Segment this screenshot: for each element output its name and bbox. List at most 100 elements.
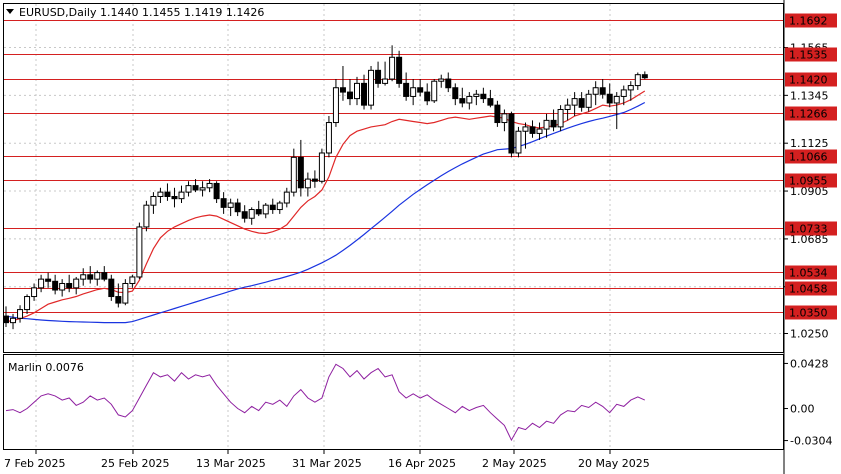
price-tick-label: 1.0905 xyxy=(790,185,829,198)
candle-body-bull xyxy=(248,209,255,219)
candle-body-bull xyxy=(515,130,522,154)
candle-body-bull xyxy=(143,204,150,228)
symbol-header: EURUSD,Daily 1.1440 1.1455 1.1419 1.1426 xyxy=(19,6,264,19)
candle-body-bear xyxy=(87,274,94,280)
candle xyxy=(641,71,648,80)
ma-long-line xyxy=(5,101,646,324)
candle xyxy=(375,61,382,88)
candle xyxy=(164,183,171,201)
candle xyxy=(480,87,487,103)
candle xyxy=(487,89,494,108)
price-level-badge xyxy=(785,47,837,62)
candle xyxy=(318,148,325,184)
candle xyxy=(332,79,339,127)
candle xyxy=(564,98,571,121)
candle xyxy=(136,222,143,280)
candle-body-bull xyxy=(283,191,290,204)
candle-body-bear xyxy=(66,282,73,289)
price-tick-label: 1.1345 xyxy=(790,89,829,102)
candle-body-bull xyxy=(10,317,17,324)
candle-body-bull xyxy=(318,152,325,182)
candle xyxy=(262,203,269,219)
candle-body-bear xyxy=(346,91,353,100)
candle xyxy=(339,65,346,101)
candle-body-bear xyxy=(550,119,557,128)
candle xyxy=(129,274,136,288)
candle-body-bull xyxy=(536,128,543,134)
candle-body-bear xyxy=(606,93,613,104)
candle-body-bear xyxy=(311,178,318,182)
candle xyxy=(45,272,52,288)
candle-body-bear xyxy=(494,104,501,124)
candle xyxy=(592,81,599,106)
candle xyxy=(290,148,297,197)
candle-body-bull xyxy=(325,122,332,154)
candle-body-bear xyxy=(396,56,403,84)
candle xyxy=(445,72,452,93)
candle xyxy=(459,87,466,108)
price-level-label: 1.0350 xyxy=(789,307,828,320)
candle xyxy=(325,116,332,158)
candle-body-bull xyxy=(17,309,24,319)
candle xyxy=(255,200,262,217)
price-level-label: 1.0534 xyxy=(789,267,828,280)
candle xyxy=(192,179,199,193)
candle-body-bull xyxy=(557,108,564,128)
price-level-label: 1.1066 xyxy=(789,151,828,164)
candle xyxy=(473,89,480,106)
candle-body-bear xyxy=(578,98,585,108)
candle-body-bear xyxy=(269,204,276,211)
candle xyxy=(24,294,31,314)
price-level-label: 1.1420 xyxy=(789,74,828,87)
candle xyxy=(508,111,515,158)
candle-body-bear xyxy=(3,315,9,324)
candle xyxy=(31,283,38,301)
candle xyxy=(382,61,389,86)
candle xyxy=(17,305,24,323)
candle-body-bull xyxy=(276,202,283,211)
candle xyxy=(101,266,108,282)
candle-body-bear xyxy=(375,69,382,84)
candle-body-bear xyxy=(255,209,262,215)
candle xyxy=(354,76,360,106)
oscillator xyxy=(5,363,646,442)
price-level-badge xyxy=(785,149,837,164)
candle xyxy=(613,92,620,130)
candle-body-bear xyxy=(52,280,59,291)
price-level-badge xyxy=(785,72,837,87)
candle-body-bull xyxy=(613,95,620,104)
candle xyxy=(185,181,192,197)
candle-body-bull xyxy=(136,226,143,278)
candle xyxy=(536,122,543,140)
candle xyxy=(599,79,606,99)
price-level-badge xyxy=(785,305,837,320)
price-level-label: 1.1266 xyxy=(789,108,828,121)
candle xyxy=(248,207,255,225)
candle xyxy=(627,81,634,101)
candle-body-bear xyxy=(108,278,115,298)
candle xyxy=(94,270,101,286)
candle-body-bull xyxy=(543,119,550,130)
candle xyxy=(571,92,578,117)
candle xyxy=(431,79,438,103)
price-tick-label: 1.0685 xyxy=(790,233,829,246)
candle xyxy=(171,187,178,208)
candle-body-bull xyxy=(332,87,339,124)
candle-body-bull xyxy=(585,93,592,108)
candle xyxy=(417,79,424,97)
candle-body-bear xyxy=(241,211,248,219)
candle xyxy=(403,72,410,101)
candle xyxy=(80,268,87,286)
candle xyxy=(178,185,185,204)
price-level-label: 1.0458 xyxy=(789,283,828,296)
candle-body-bull xyxy=(627,85,634,91)
price-level-label: 1.1535 xyxy=(789,49,828,62)
collapse-triangle-icon[interactable] xyxy=(6,9,14,14)
candle-body-bull xyxy=(564,104,571,110)
price-levels xyxy=(4,20,783,313)
time-tick-label: 25 Feb 2025 xyxy=(101,457,169,470)
candle xyxy=(606,83,613,108)
time-tick-label: 2 May 2025 xyxy=(482,457,547,470)
